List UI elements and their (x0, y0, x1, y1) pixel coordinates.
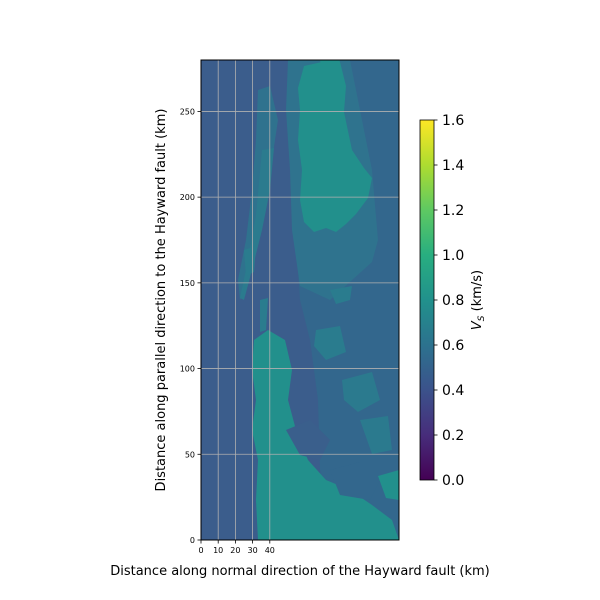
vs-patch-west-2 (260, 298, 268, 332)
colorbar-tick-label: 1.0 (442, 248, 464, 264)
vs-patch-north-edge (320, 60, 340, 70)
vs-high-region-north (298, 62, 372, 232)
colorbar-label-unit: (km/s) (470, 270, 485, 316)
colorbar-tick-label: 0.2 (442, 428, 464, 444)
colorbar-ticks: 0.0 0.2 0.4 0.6 0.8 1.0 1.2 1.4 1.6 (434, 113, 464, 489)
colorbar (419, 119, 435, 481)
colorbar-tick-label: 1.4 (442, 158, 464, 174)
vs-patch-east-1 (330, 286, 352, 304)
vs-mid-patch-south (286, 420, 330, 460)
plot-frame (200, 59, 400, 541)
vs-patch-east-5 (378, 470, 399, 500)
colorbar-tick-label: 0.8 (442, 293, 464, 309)
x-axis-label: Distance along normal direction of the H… (110, 564, 490, 579)
colorbar-tick-label: 0.0 (442, 473, 464, 489)
heatmap-image (201, 60, 399, 540)
vs-mid-patch-south-2 (330, 462, 380, 500)
y-tick-label: 250 (180, 107, 195, 116)
colorbar-tick-label: 0.4 (442, 383, 464, 399)
vs-patch-east-3 (342, 372, 380, 412)
x-tick-label: 30 (248, 546, 258, 555)
colorbar-tick-label: 0.6 (442, 338, 464, 354)
colorbar-label: VS (km/s) (470, 270, 487, 330)
vs-patch-east-2 (314, 326, 346, 360)
vs-ridge-west (238, 86, 278, 300)
x-tick-label: 0 (198, 546, 203, 555)
colorbar-label-sub: S (477, 315, 487, 321)
vs-high-region-south (252, 330, 399, 540)
colorbar-tick-label: 1.6 (442, 113, 464, 129)
y-tick-label: 50 (185, 450, 195, 459)
y-tick-label: 100 (180, 365, 195, 374)
colorbar-tick-label: 1.2 (442, 203, 464, 219)
x-tick-label: 40 (265, 546, 275, 555)
vs-patch-east-4 (360, 416, 392, 454)
y-axis-label: Distance along parallel direction to the… (154, 109, 169, 492)
colorbar-label-main: V (470, 320, 485, 330)
y-tick-label: 0 (190, 536, 195, 545)
y-tick-label: 200 (180, 193, 195, 202)
y-tick-label: 150 (180, 279, 195, 288)
x-tick-label: 10 (213, 546, 223, 555)
x-axis-ticks: 0 10 20 30 40 (198, 540, 275, 555)
y-axis-ticks: 0 50 100 150 200 250 (180, 107, 201, 545)
x-tick-label: 20 (230, 546, 240, 555)
